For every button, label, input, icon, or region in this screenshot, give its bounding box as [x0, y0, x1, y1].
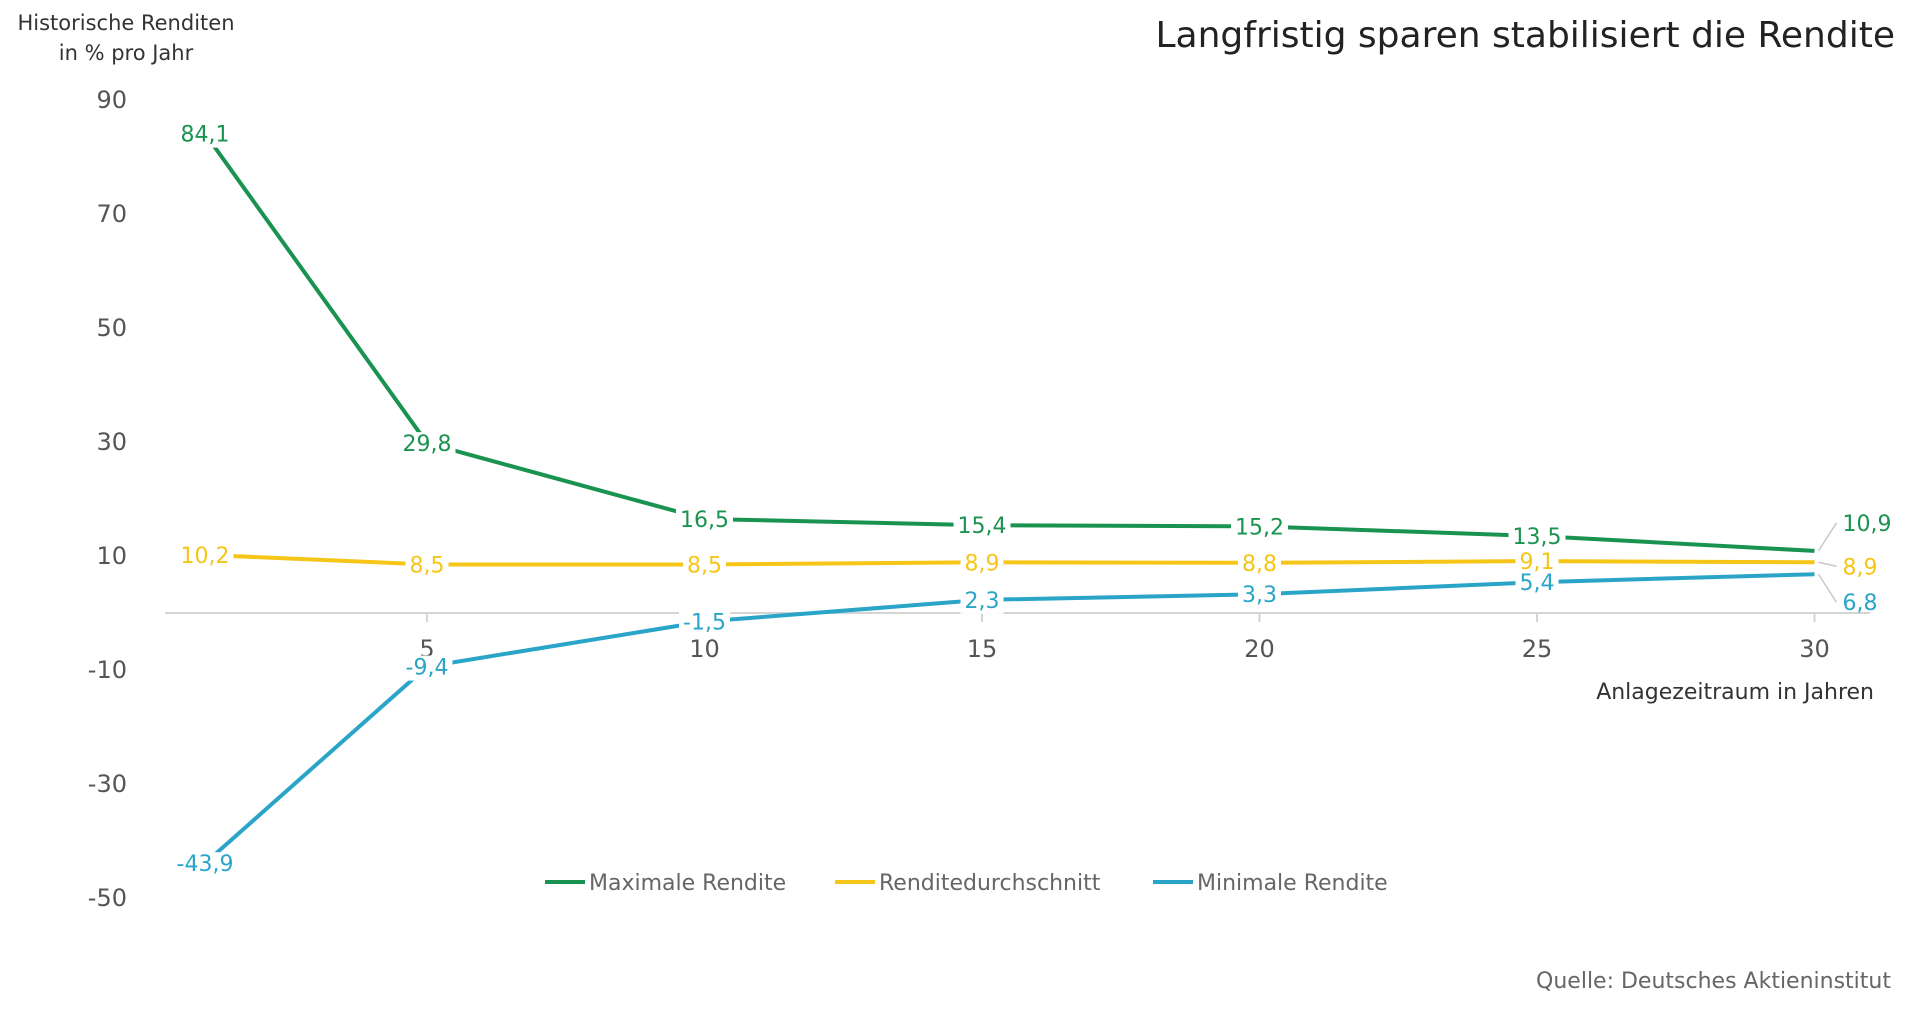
y-tick-label: 90 [96, 86, 127, 114]
series-line [203, 132, 1815, 553]
data-label: 16,5 [680, 508, 729, 533]
data-label-background [176, 543, 234, 569]
data-label: 2,3 [965, 589, 1000, 614]
series-line [203, 572, 1815, 865]
leader-line [1818, 561, 1837, 568]
data-label: 15,4 [958, 514, 1007, 539]
data-label: 8,9 [1843, 555, 1878, 580]
data-label: 6,8 [1843, 591, 1878, 616]
data-label: 15,2 [1235, 515, 1284, 540]
data-label-background [405, 553, 449, 579]
data-label-background [960, 551, 1004, 577]
source-note: Quelle: Deutsches Aktieninstitut [1536, 969, 1891, 994]
y-tick-label: -30 [88, 770, 127, 798]
data-label-background [398, 432, 456, 458]
data-label-background [676, 507, 733, 533]
y-tick-label: -10 [88, 656, 127, 684]
data-label-background [953, 514, 1011, 540]
x-tick-label: 20 [1244, 635, 1275, 663]
data-label: 8,9 [965, 551, 1000, 576]
y-tick-label: 30 [96, 428, 127, 456]
data-label: 29,8 [403, 432, 452, 457]
y-axis-label-line-2: in % pro Jahr [59, 41, 194, 65]
y-tick-label: 70 [96, 200, 127, 228]
legend-label: Maximale Rendite [589, 871, 786, 896]
y-tick-label: 10 [96, 542, 127, 570]
data-label: 8,5 [410, 554, 445, 579]
data-label: 3,3 [1242, 583, 1277, 608]
data-label: 8,8 [1242, 552, 1277, 577]
legend-label: Minimale Rendite [1197, 871, 1388, 896]
x-axis-label: Anlagezeitraum in Jahren [1596, 680, 1874, 705]
x-tick-label: 25 [1522, 635, 1553, 663]
data-label: 5,4 [1520, 571, 1555, 596]
data-label-background [1515, 571, 1559, 597]
data-label: 10,9 [1843, 512, 1892, 537]
data-label-background [1515, 550, 1559, 576]
data-label-background [960, 588, 1004, 614]
data-label-background [1231, 515, 1288, 541]
data-label-background [401, 655, 453, 681]
data-label-background [176, 122, 234, 148]
y-tick-label: 50 [96, 314, 127, 342]
data-label: -43,9 [177, 852, 234, 877]
data-label-background [172, 852, 238, 878]
data-label-background [679, 610, 730, 636]
data-label-background [683, 553, 726, 579]
y-axis-label-line-1: Historische Renditen [17, 11, 234, 35]
leader-line [1817, 573, 1838, 603]
data-label-background [1238, 551, 1281, 577]
leader-line [1817, 522, 1838, 552]
data-label: -1,5 [683, 611, 726, 636]
x-tick-label: 10 [689, 635, 720, 663]
data-label: 13,5 [1513, 525, 1562, 550]
data-label-background [1508, 525, 1566, 551]
x-tick-label: 15 [967, 635, 998, 663]
data-label: 10,2 [181, 544, 230, 569]
data-label-background [1238, 583, 1281, 609]
data-label: 84,1 [181, 123, 230, 148]
legend-label: Renditedurchschnitt [879, 871, 1101, 896]
chart-title: Langfristig sparen stabilisiert die Rend… [1156, 15, 1896, 56]
x-tick-label: 30 [1799, 635, 1830, 663]
data-label: 8,5 [687, 554, 722, 579]
y-tick-label: -50 [88, 884, 127, 912]
data-label: 9,1 [1520, 550, 1555, 575]
data-label: -9,4 [406, 656, 449, 681]
